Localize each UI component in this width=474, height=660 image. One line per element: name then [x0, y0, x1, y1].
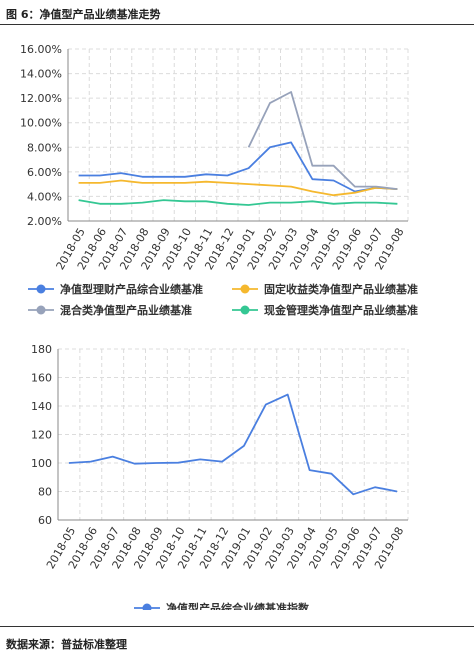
y-tick-label: 4.00%	[27, 190, 62, 203]
y-tick-label: 8.00%	[27, 141, 62, 154]
series-line-3	[247, 91, 398, 190]
data-source: 数据来源：普益标准整理	[6, 638, 127, 651]
legend-marker	[36, 284, 46, 294]
legend-label: 混合类净值型产品业绩基准	[60, 303, 192, 317]
legend-label: 净值型理财产品综合业绩基准	[60, 282, 203, 296]
y-tick-label: 100	[31, 457, 52, 470]
y-tick-label: 14.00%	[20, 68, 62, 81]
bottom-rule	[0, 626, 474, 627]
benchmark-trend-chart: 2.00% 4.00% 6.00% 8.00% 10.00% 12.00% 14.00% 16…	[20, 43, 418, 317]
y-tick-label: 80	[38, 486, 52, 499]
y-tick-label: 160	[31, 372, 52, 385]
figure-title: 图 6：净值型产品业绩基准走势	[6, 8, 161, 21]
y-tick-label: 60	[38, 514, 52, 527]
legend-marker	[36, 305, 46, 315]
legend-marker	[142, 603, 152, 610]
legend-marker	[240, 305, 250, 315]
benchmark-index-chart: 60801001201401601802018-052018-062018-07…	[31, 343, 409, 610]
legend-label: 现金管理类净值型产品业绩基准	[264, 303, 418, 317]
series-line-4	[78, 199, 398, 206]
series-line-1	[78, 141, 398, 193]
y-tick-label: 12.00%	[20, 92, 62, 105]
y-tick-label: 10.00%	[20, 117, 62, 130]
series-line-2	[78, 179, 398, 197]
legend-label: 净值型产品综合业绩基准指数	[166, 601, 310, 610]
legend-marker	[240, 284, 250, 294]
y-tick-label: 120	[31, 429, 52, 442]
series-line-1	[68, 393, 398, 496]
y-tick-label: 16.00%	[20, 43, 62, 56]
y-tick-label: 2.00%	[27, 215, 62, 228]
y-tick-label: 180	[31, 343, 52, 356]
legend-label: 固定收益类净值型产品业绩基准	[264, 282, 418, 296]
y-tick-label: 140	[31, 400, 52, 413]
y-tick-label: 6.00%	[27, 166, 62, 179]
top-rule	[0, 24, 474, 25]
